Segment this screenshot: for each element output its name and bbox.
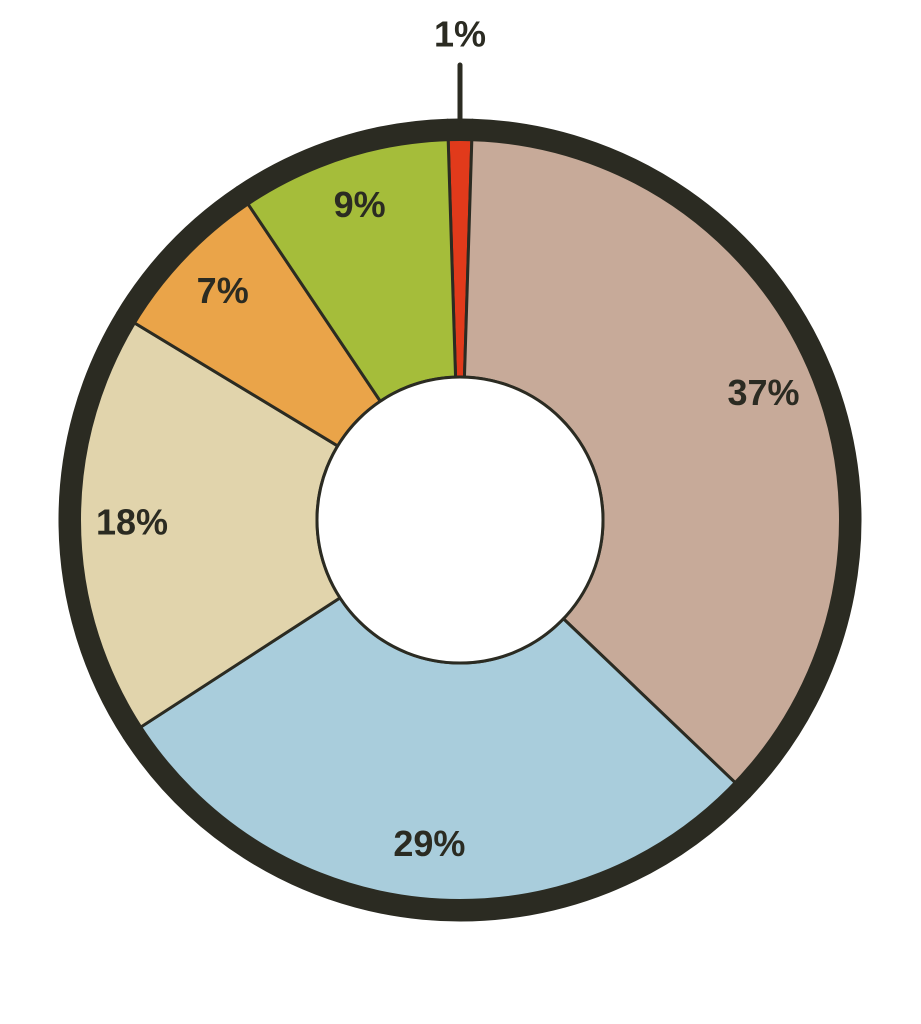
slice-label-3: 18%: [96, 502, 168, 543]
slice-label-0: 1%: [434, 14, 486, 55]
slice-label-1: 37%: [728, 372, 800, 413]
slice-label-5: 9%: [334, 184, 386, 225]
slice-label-4: 7%: [197, 270, 249, 311]
slice-label-2: 29%: [393, 823, 465, 864]
donut-hole: [317, 377, 603, 663]
donut-chart: 1% 37% 29% 18% 7% 9%: [0, 0, 921, 1024]
